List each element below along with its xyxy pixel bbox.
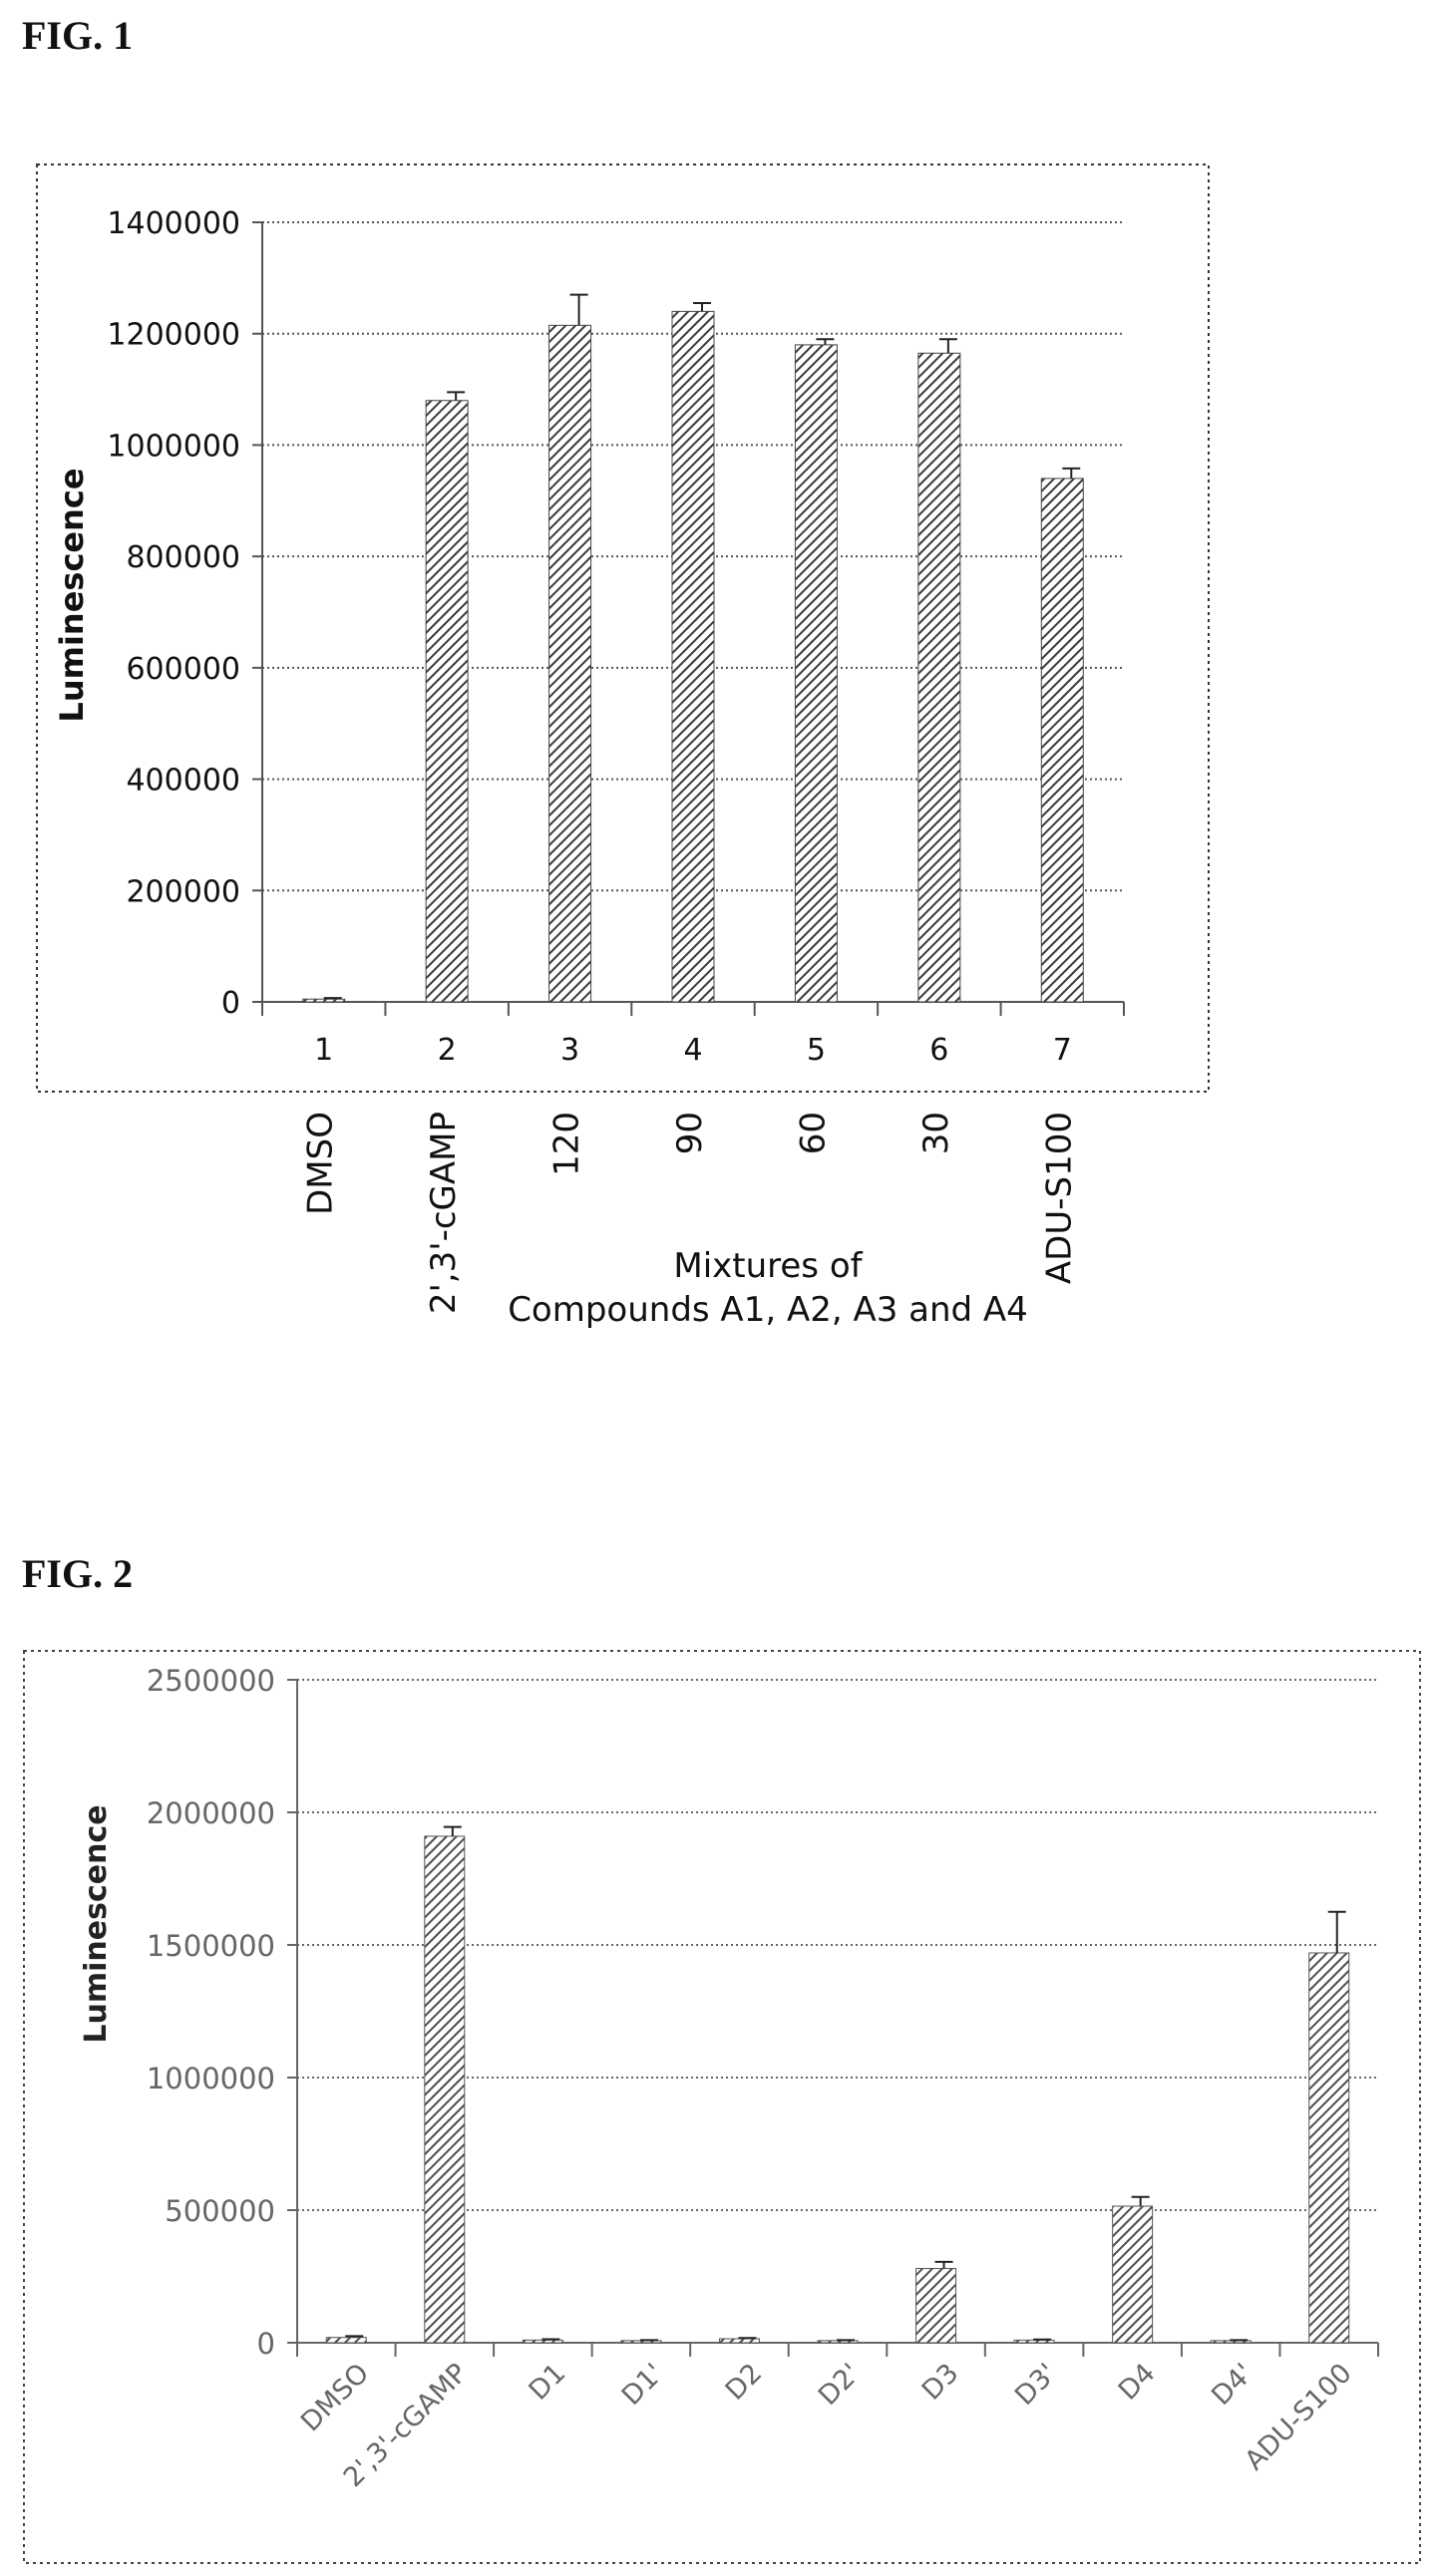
y-tick-label: 2000000 <box>147 1796 275 1830</box>
y-tick-label: 1400000 <box>107 206 240 241</box>
y-tick-label: 1000000 <box>147 2062 275 2095</box>
sample-label: ADU-S100 <box>1039 1112 1079 1284</box>
chart-1-x-tick-labels: 1 2 3 4 5 6 7 <box>314 1033 1072 1068</box>
chart-1-y-tick-labels: 0 200000 400000 600000 800000 1000000 1200000 1… <box>107 206 240 1021</box>
group-annotation-line-2: Compounds A1, A2, A3 and A4 <box>508 1290 1028 1330</box>
y-tick-label: 600000 <box>126 652 240 687</box>
x-tick-label: D2 <box>720 2358 769 2407</box>
bar <box>794 344 838 1003</box>
chart-2-y-tick-labels: 0 500000 1000000 1500000 2000000 2500000 <box>147 1664 275 2361</box>
y-tick-label: 2500000 <box>147 1664 275 1698</box>
group-annotation-line-1: Mixtures of <box>673 1246 863 1286</box>
x-tick-label: D4 <box>1113 2358 1162 2407</box>
chart-1-frame <box>36 163 1210 1093</box>
figure-2-label: FIG. 2 <box>22 1551 134 1596</box>
bar <box>302 998 346 1003</box>
chart-2-y-axis-label: Luminescence <box>79 1804 114 2043</box>
y-tick-label: 200000 <box>126 874 240 909</box>
y-tick-label: 0 <box>221 986 240 1021</box>
chart-1-bars <box>302 310 1084 1003</box>
y-tick-label: 400000 <box>126 764 240 799</box>
x-tick-label: D2' <box>813 2358 867 2412</box>
bar <box>425 400 469 1003</box>
x-tick-label: 7 <box>1053 1033 1072 1068</box>
chart-2-gridlines <box>287 1679 1379 2357</box>
x-tick-label: D4' <box>1206 2358 1259 2412</box>
chart-2-bars <box>325 1835 1350 2344</box>
bar <box>1040 478 1084 1003</box>
sample-label: 120 <box>547 1112 587 1176</box>
figure-1-label: FIG. 1 <box>22 13 134 58</box>
bar <box>718 2338 760 2344</box>
chart-1-group-annotation: Mixtures of Compounds A1, A2, A3 and A4 <box>469 1244 1067 1332</box>
sample-label: 60 <box>793 1112 833 1154</box>
bar <box>1308 1952 1350 2344</box>
bar <box>424 1835 466 2344</box>
x-tick-label: 1 <box>314 1033 333 1068</box>
sample-label: 90 <box>670 1112 710 1154</box>
chart-2-frame <box>23 1650 1421 2564</box>
x-tick-label: D3 <box>916 2358 965 2407</box>
figure-2-chart: 0 500000 1000000 1500000 2000000 2500000 DMSO… <box>23 1650 1421 2564</box>
bar <box>522 2339 563 2344</box>
y-tick-label: 800000 <box>126 540 240 575</box>
sample-label: DMSO <box>301 1112 341 1215</box>
figure-1-chart: 0 200000 400000 600000 800000 1000000 1200000 1… <box>36 163 1210 1314</box>
chart-2-error-bars <box>345 1825 1346 2342</box>
chart-1-error-bars <box>323 293 1081 1000</box>
bar <box>325 2337 367 2344</box>
y-tick-label: 1500000 <box>147 1929 275 1963</box>
sample-label: 30 <box>916 1112 956 1154</box>
x-tick-label: ADU-S100 <box>1240 2358 1358 2476</box>
x-tick-label: D1' <box>616 2358 670 2412</box>
y-tick-label: 500000 <box>165 2194 275 2228</box>
y-tick-label: 0 <box>257 2327 275 2361</box>
x-tick-label: 6 <box>929 1033 948 1068</box>
y-tick-label: 1200000 <box>107 318 240 353</box>
x-tick-label: 5 <box>807 1033 826 1068</box>
chart-1-y-axis-label: Luminescence <box>53 468 91 722</box>
x-tick-label: 4 <box>683 1033 702 1068</box>
x-tick-label: 3 <box>560 1033 579 1068</box>
bar <box>671 310 715 1003</box>
bar <box>1112 2205 1154 2344</box>
x-tick-label: D1 <box>524 2358 572 2407</box>
chart-1-sample-labels: DMSO 2',3'-cGAMP 120 90 60 30 ADU-S100 <box>301 1112 1080 1314</box>
y-tick-label: 1000000 <box>107 429 240 464</box>
bar <box>548 324 592 1003</box>
x-tick-label: D3' <box>1009 2358 1063 2412</box>
bar <box>917 352 961 1003</box>
x-tick-label: DMSO <box>295 2358 375 2437</box>
bar <box>915 2268 957 2344</box>
x-tick-label: 2 <box>438 1033 457 1068</box>
sample-label: 2',3'-cGAMP <box>424 1112 464 1314</box>
